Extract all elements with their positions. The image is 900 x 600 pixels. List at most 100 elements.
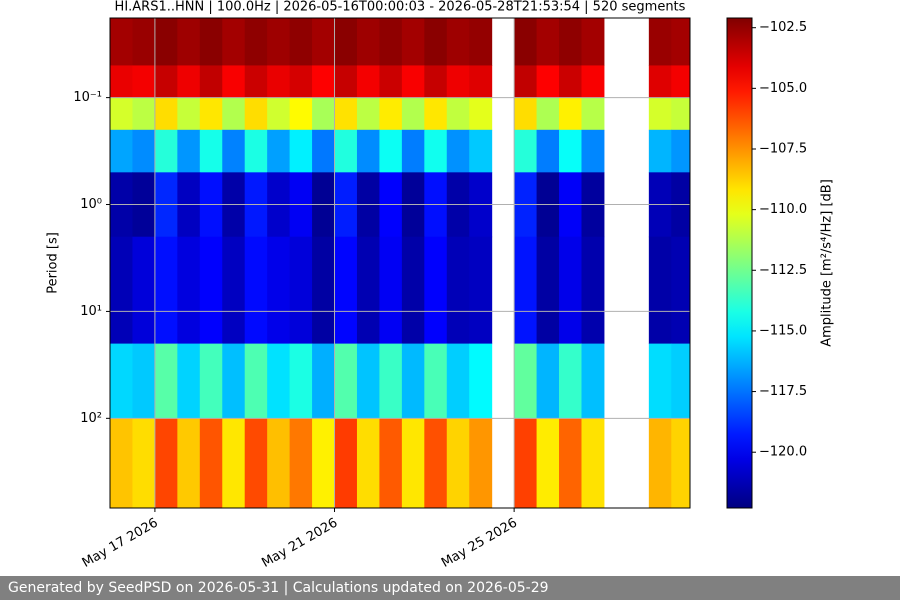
x-tick-label: May 17 2026 <box>80 516 161 571</box>
heatmap-cell <box>334 343 358 419</box>
heatmap-cell <box>514 18 538 66</box>
heatmap-cell <box>559 129 582 173</box>
heatmap-cell <box>132 418 156 509</box>
heatmap-cell <box>289 18 313 66</box>
heatmap-cell <box>244 129 268 173</box>
colorbar-tick-label: −120.0 <box>759 445 807 460</box>
heatmap-cell <box>154 18 178 66</box>
heatmap-cell <box>581 236 605 345</box>
heatmap-cell <box>536 18 560 66</box>
heatmap-cell <box>244 65 268 99</box>
heatmap-cell <box>267 65 291 99</box>
heatmap-cell <box>222 418 246 509</box>
heatmap-cell <box>514 236 538 345</box>
heatmap-cell <box>356 343 380 419</box>
heatmap-cell <box>401 343 425 419</box>
heatmap-cell <box>469 236 493 345</box>
heatmap-cell <box>289 65 313 99</box>
heatmap-cell <box>379 236 403 345</box>
heatmap-cell <box>222 343 246 419</box>
heatmap-cell <box>536 343 560 419</box>
heatmap-cell <box>446 343 470 419</box>
heatmap-cell <box>244 343 268 419</box>
heatmap-cell <box>379 418 403 509</box>
heatmap-cell <box>267 97 291 131</box>
heatmap-cell <box>648 236 672 345</box>
heatmap-cell <box>289 418 313 509</box>
heatmap-cell <box>312 236 336 345</box>
heatmap-cell <box>446 65 470 99</box>
heatmap-cell <box>401 97 425 131</box>
heatmap-cell <box>401 18 425 66</box>
heatmap-cell <box>356 418 380 509</box>
heatmap-cell <box>581 129 605 173</box>
colorbar-tick-label: −112.5 <box>759 263 807 278</box>
heatmap-cell <box>110 65 133 99</box>
heatmap-cell <box>267 236 291 345</box>
heatmap-cell <box>110 343 133 419</box>
heatmap-cell <box>514 418 538 509</box>
heatmap-cell <box>312 18 336 66</box>
heatmap-cell <box>154 65 178 99</box>
heatmap-cell <box>199 65 223 99</box>
x-tick-label: May 21 2026 <box>259 516 340 571</box>
heatmap-cell <box>199 97 223 131</box>
heatmap-cell <box>110 129 133 173</box>
heatmap-cell <box>671 418 691 509</box>
heatmap-cell <box>536 65 560 99</box>
heatmap-cell <box>222 18 246 66</box>
heatmap-cell <box>110 97 133 131</box>
heatmap-cell <box>581 97 605 131</box>
heatmap-cell <box>469 97 493 131</box>
heatmap-cell <box>289 343 313 419</box>
heatmap-cell <box>469 418 493 509</box>
heatmap-cell <box>199 18 223 66</box>
footer: Generated by SeedPSD on 2026-05-31 | Cal… <box>0 576 900 600</box>
heatmap-cell <box>289 236 313 345</box>
heatmap-cell <box>469 129 493 173</box>
heatmap-cell <box>401 129 425 173</box>
heatmap-cell <box>469 343 493 419</box>
chart: HI.ARS1..HNN | 100.0Hz | 2026-05-16T00:0… <box>46 0 835 571</box>
heatmap-cell <box>199 236 223 345</box>
heatmap-cell <box>177 418 201 509</box>
heatmap-cell <box>671 65 691 99</box>
heatmap-cell <box>559 65 582 99</box>
heatmap-cell <box>132 129 156 173</box>
heatmap-cell <box>671 97 691 131</box>
heatmap-cell <box>132 18 156 66</box>
heatmap-cell <box>154 129 178 173</box>
heatmap-cell <box>244 18 268 66</box>
heatmap-cell <box>199 418 223 509</box>
heatmap-cell <box>469 65 493 99</box>
heatmap-cell <box>244 97 268 131</box>
heatmap-cell <box>671 343 691 419</box>
heatmap-cell <box>132 65 156 99</box>
colorbar-tick-label: −102.5 <box>759 20 807 35</box>
colorbar-tick-label: −110.0 <box>759 202 807 217</box>
heatmap-cell <box>401 65 425 99</box>
heatmap-cell <box>514 65 538 99</box>
heatmap-cell <box>312 97 336 131</box>
heatmap-cell <box>648 97 672 131</box>
heatmap-cell <box>356 236 380 345</box>
heatmap-cell <box>199 343 223 419</box>
colorbar-tick-label: −117.5 <box>759 384 807 399</box>
heatmap-cell <box>446 236 470 345</box>
heatmap-cell <box>424 129 448 173</box>
heatmap-cell <box>334 97 358 131</box>
heatmap-cell <box>356 65 380 99</box>
heatmap-cell <box>424 97 448 131</box>
heatmap-cell <box>671 129 691 173</box>
heatmap-cell <box>132 236 156 345</box>
heatmap-cell <box>446 97 470 131</box>
heatmap-cell <box>199 129 223 173</box>
heatmap-cell <box>356 129 380 173</box>
heatmap-cell <box>267 343 291 419</box>
colorbar-tick-label: −105.0 <box>759 81 807 96</box>
colorbar-label: Amplitude [m²/s⁴/Hz] [dB] <box>820 179 835 347</box>
heatmap-cell <box>222 65 246 99</box>
y-tick-label: 10⁻¹ <box>73 90 102 105</box>
heatmap-cell <box>581 418 605 509</box>
